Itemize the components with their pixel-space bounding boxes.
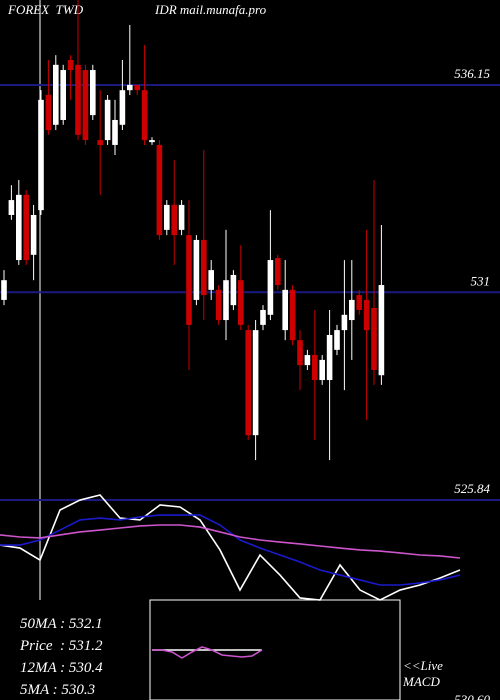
candle-body [1, 280, 7, 300]
stat-label: 50MA : 532.1 [20, 616, 103, 632]
candle-body [208, 270, 214, 290]
source: IDR mail.munafa.pro [154, 2, 267, 17]
y-tick-label: 536.15 [454, 66, 490, 81]
candle-body [171, 204, 177, 236]
candle-body [245, 330, 251, 436]
candle-body [319, 359, 325, 381]
candle-body [156, 144, 163, 236]
panel-label: MACD [402, 674, 440, 689]
indicator-line [0, 514, 461, 586]
candle-body [67, 59, 74, 71]
candle-body [289, 289, 296, 341]
candle-body [30, 214, 37, 255]
candle-body [38, 99, 44, 211]
candle-body [252, 330, 259, 436]
candle-body [97, 140, 103, 145]
candle-body [23, 194, 29, 261]
candle-body [304, 355, 311, 366]
candle-body [356, 295, 362, 310]
symbol: FOREX TWD [7, 2, 84, 17]
candle-body [326, 334, 333, 381]
stat-label: Price : 531.2 [19, 638, 103, 654]
candle-body [8, 200, 15, 215]
candle-body [164, 204, 170, 230]
candle-body [230, 274, 237, 306]
candle-body [104, 99, 111, 141]
candle-body [186, 235, 192, 325]
indicator-line [0, 494, 461, 601]
candle-body [201, 239, 207, 296]
candle-body [275, 258, 281, 286]
candle-body [60, 70, 66, 120]
candle-body [90, 70, 96, 116]
candle-body [141, 90, 148, 141]
stat-label: 12MA : 530.4 [20, 660, 103, 676]
candle-body [134, 84, 140, 91]
candle-body [363, 299, 370, 331]
candle-body [297, 340, 303, 366]
indicator-line [152, 646, 263, 659]
candle-body [215, 289, 222, 321]
candle-body [371, 307, 377, 370]
candle-body [193, 239, 200, 300]
axis-label: 530.60 [454, 692, 490, 700]
stat-label: 5MA : 530.3 [20, 682, 95, 698]
candle-body [16, 194, 22, 261]
y-tick-label: 525.84 [454, 481, 490, 496]
panel-label: <<Live [403, 658, 443, 673]
candle-body [119, 90, 126, 125]
candle-body [53, 64, 59, 125]
candle-body [178, 204, 185, 230]
candle-body [282, 289, 288, 331]
candle-body [341, 314, 348, 331]
candle-body [127, 84, 133, 91]
candle-body [378, 285, 385, 376]
candle-body [349, 299, 355, 321]
candle-body [45, 95, 52, 131]
y-tick-label: 531 [471, 273, 491, 288]
indicator-line [0, 524, 461, 559]
candle-body [82, 70, 89, 141]
candle-body [223, 280, 229, 321]
candle-body [267, 260, 274, 315]
candle-body [312, 355, 318, 381]
candle-body [75, 64, 81, 135]
candle-body [238, 280, 244, 325]
candle-body [112, 119, 118, 145]
candle-body [260, 309, 266, 325]
candle-body [334, 330, 340, 350]
candle-body [149, 140, 155, 143]
